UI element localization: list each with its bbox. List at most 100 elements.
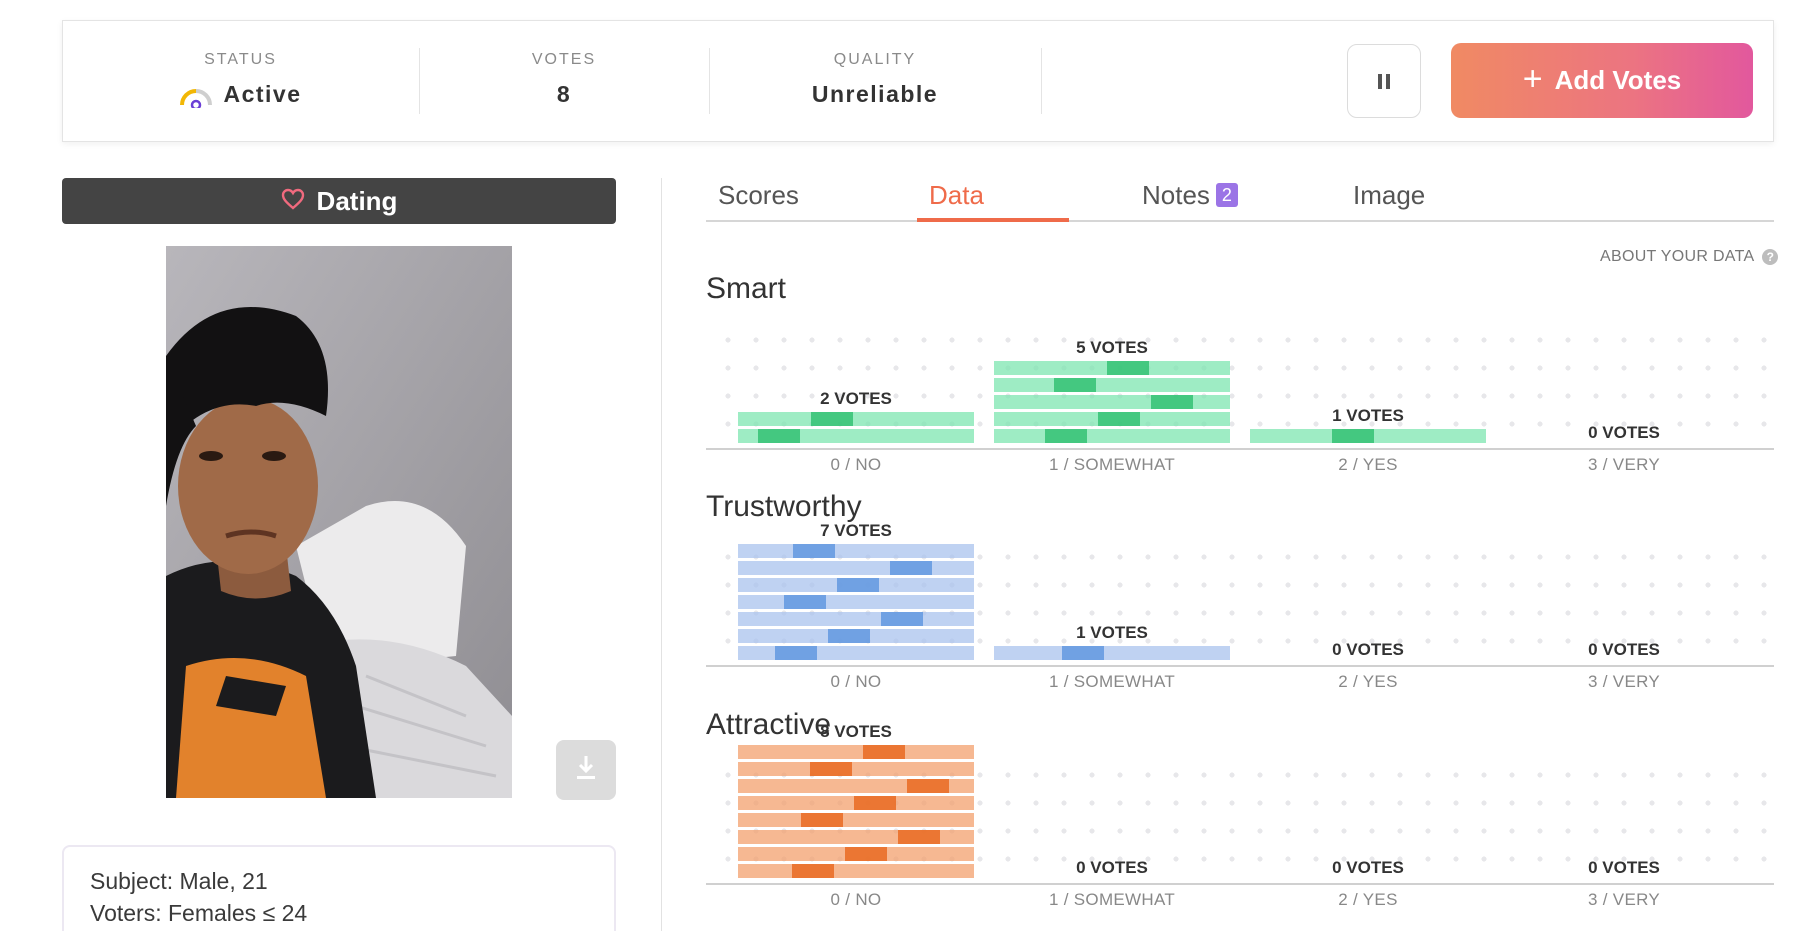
smart-votes-label: 1 VOTES	[1332, 406, 1404, 425]
attractive-vote-highlight	[792, 864, 834, 878]
about-data-link[interactable]: ABOUT YOUR DATA ?	[1600, 248, 1779, 266]
trustworthy-vote-highlight	[837, 578, 879, 592]
tab-data-label: Data	[929, 180, 984, 210]
chart-smart-svg: 2 VOTES 5 VOTES 1 VOTES 0 VOTES	[738, 338, 1660, 443]
voters-text: Voters: Females ≤ 24	[90, 900, 308, 926]
trustworthy-votes-label: 1 VOTES	[1076, 623, 1148, 642]
attractive-vote-highlight	[854, 796, 896, 810]
smart-vote-highlight	[811, 412, 853, 426]
attractive-votes-label: 0 VOTES	[1076, 858, 1148, 877]
smart-votes-label: 5 VOTES	[1076, 338, 1148, 357]
votes-value: 8	[556, 81, 572, 107]
smart-category-label-3: 3 / VERY	[1587, 455, 1660, 474]
subject-text: Subject: Male, 21	[90, 868, 268, 894]
tab-scores[interactable]: Scores	[718, 180, 799, 220]
trustworthy-vote-bar	[738, 595, 974, 609]
attractive-votes-label: 8 VOTES	[820, 722, 892, 741]
votes-stat: VOTES 8	[419, 21, 709, 143]
chart-baseline	[706, 665, 1774, 667]
tab-image-label: Image	[1353, 180, 1426, 210]
status-card: STATUS Active VOTES 8 QUALITY Unreliable…	[62, 20, 1774, 142]
smart-vote-highlight	[1045, 429, 1087, 443]
quality-value: Unreliable	[811, 81, 939, 107]
trait-title-trustworthy: Trustworthy	[706, 490, 862, 523]
trustworthy-vote-bar	[738, 612, 974, 626]
attractive-vote-highlight	[863, 745, 905, 759]
attractive-votes-label: 0 VOTES	[1332, 858, 1404, 877]
trustworthy-vote-highlight	[793, 544, 835, 558]
tab-notes[interactable]: Notes 2	[1142, 180, 1238, 220]
trustworthy-vote-bar	[994, 646, 1230, 660]
smart-votes-label: 0 VOTES	[1588, 423, 1660, 442]
smart-vote-highlight	[1107, 361, 1149, 375]
trustworthy-votes-label: 0 VOTES	[1332, 640, 1404, 659]
plus-icon: +	[1522, 60, 1543, 98]
trustworthy-vote-highlight	[828, 629, 870, 643]
smart-vote-bar	[994, 429, 1230, 443]
trustworthy-vote-highlight	[890, 561, 932, 575]
smart-vote-highlight	[1332, 429, 1374, 443]
attractive-vote-highlight	[845, 847, 887, 861]
smart-vote-highlight	[1054, 378, 1096, 392]
subject-info-card: Subject: Male, 21 Voters: Females ≤ 24	[62, 845, 616, 931]
tab-notes-label: Notes	[1142, 180, 1210, 210]
quality-label: QUALITY	[833, 51, 917, 68]
tab-data[interactable]: Data	[929, 180, 984, 220]
download-button[interactable]	[556, 740, 616, 800]
status-label: STATUS	[204, 51, 277, 68]
trustworthy-votes-label: 7 VOTES	[820, 521, 892, 540]
pause-icon-bar	[1386, 73, 1390, 89]
smart-votes-label: 2 VOTES	[820, 389, 892, 408]
tab-scores-label: Scores	[718, 180, 799, 210]
smart-vote-highlight	[1098, 412, 1140, 426]
trustworthy-vote-highlight	[784, 595, 826, 609]
chart-baseline	[706, 448, 1774, 450]
pause-button[interactable]	[1347, 44, 1421, 118]
chart-smart: 2 VOTES 5 VOTES 1 VOTES 0 VOTES	[706, 320, 1774, 450]
attractive-category-label-0: 0 / NO	[830, 890, 882, 909]
add-votes-label: Add Votes	[1554, 65, 1682, 95]
attractive-vote-highlight	[810, 762, 852, 776]
trustworthy-votes-label: 0 VOTES	[1588, 640, 1660, 659]
trustworthy-category-label-3: 3 / VERY	[1587, 672, 1660, 691]
attractive-category-label-1: 1 / SOMEWHAT	[1048, 890, 1176, 909]
status-divider-2	[709, 48, 710, 114]
status-divider-3	[1041, 48, 1042, 114]
attractive-votes-label: 0 VOTES	[1588, 858, 1660, 877]
attractive-vote-bar	[738, 864, 974, 878]
notes-count-badge: 2	[1215, 183, 1238, 207]
trustworthy-vote-bar	[738, 646, 974, 660]
tab-image[interactable]: Image	[1353, 180, 1425, 220]
subject-photo	[166, 246, 512, 798]
trustworthy-vote-highlight	[1062, 646, 1104, 660]
heart-icon	[281, 186, 305, 217]
add-votes-button[interactable]: + Add Votes	[1451, 43, 1753, 118]
status-gauge-icon	[179, 82, 213, 110]
smart-vote-bar	[738, 412, 974, 426]
trustworthy-vote-highlight	[775, 646, 817, 660]
trustworthy-category-label-2: 2 / YES	[1338, 672, 1398, 691]
quality-stat: QUALITY Unreliable	[709, 21, 1041, 143]
status-stat: STATUS Active	[63, 21, 418, 143]
smart-category-label-2: 2 / YES	[1338, 455, 1398, 474]
chart-trustworthy-svg: 7 VOTES 1 VOTES 0 VOTES 0 VOTES	[738, 521, 1660, 660]
category-label: Dating	[316, 185, 398, 216]
attractive-vote-bar	[738, 762, 974, 776]
attractive-vote-highlight	[801, 813, 843, 827]
attractive-vote-bar	[738, 745, 974, 759]
active-tab-indicator	[917, 218, 1069, 222]
status-divider-1	[419, 48, 420, 114]
attractive-vote-bar	[738, 813, 974, 827]
tab-bar: Scores Data Notes 2 Image	[706, 178, 1774, 222]
trustworthy-vote-bar	[738, 561, 974, 575]
trait-title-smart: Smart	[706, 272, 787, 305]
attractive-category-label-2: 2 / YES	[1338, 890, 1398, 909]
smart-category-label-1: 1 / SOMEWHAT	[1048, 455, 1176, 474]
trustworthy-vote-bar	[738, 544, 974, 558]
attractive-vote-highlight	[898, 830, 940, 844]
smart-vote-bar	[994, 378, 1230, 392]
smart-vote-highlight	[758, 429, 800, 443]
help-icon: ?	[1762, 249, 1779, 265]
column-divider	[661, 178, 662, 931]
votes-label: VOTES	[531, 51, 597, 68]
